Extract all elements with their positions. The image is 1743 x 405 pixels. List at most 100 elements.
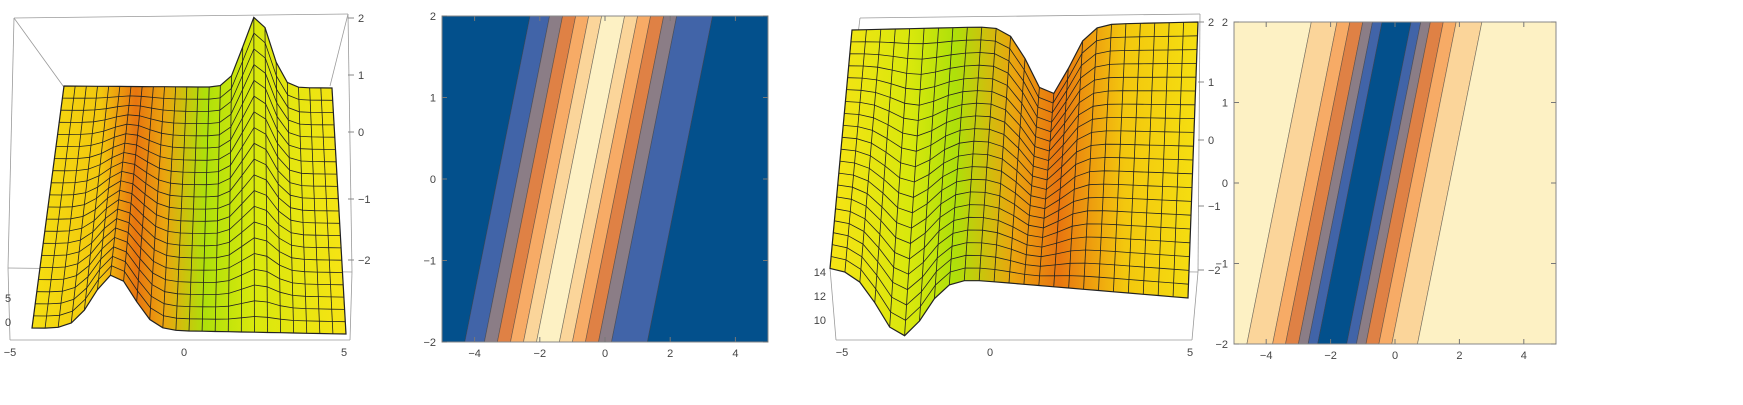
contour-4-band-12 — [1417, 22, 1556, 344]
surface-plot-1: 2 1 0 −1 −2 −5 0 5 0 5 — [4, 13, 371, 359]
contour-4-band-10 — [1378, 22, 1457, 344]
surface-grid-row — [832, 244, 1190, 306]
contour-2-band-9 — [585, 16, 665, 342]
surface-grid-row — [849, 49, 1198, 114]
surface-1-ztick-label: −2 — [358, 255, 371, 267]
contour-4-band-4 — [1298, 22, 1373, 344]
contour-2-xtick-label: 0 — [602, 348, 608, 360]
surface-1-ztick-label: −1 — [358, 194, 371, 206]
surface-3-ztick-label: −2 — [1208, 265, 1221, 277]
contour-4-band-2 — [1272, 22, 1351, 344]
contour-2-ytick-label: 0 — [430, 174, 436, 186]
contour-4-xtick-label: −2 — [1324, 350, 1337, 362]
surface-grid-row — [41, 218, 342, 261]
contour-4-ytick-label: 1 — [1222, 98, 1228, 110]
contour-2-bands — [442, 16, 768, 342]
contour-2-band-5 — [523, 16, 603, 342]
surface-grid-row — [47, 174, 340, 212]
surface-grid-row — [848, 63, 1197, 123]
surface-1-xtick-label: 0 — [181, 347, 187, 359]
surface-3-ztick-label: 2 — [1208, 17, 1214, 29]
contour-4-band-5 — [1307, 22, 1383, 344]
surface-3-ztick-label: −1 — [1208, 201, 1221, 213]
surface-3-ytick-label: 12 — [814, 291, 826, 303]
surface-1-ztick-label: 2 — [358, 13, 364, 25]
contour-4-band-3 — [1285, 22, 1364, 344]
surface-grid-row — [39, 227, 343, 273]
surface-grid-row — [36, 246, 344, 298]
surface-grid-row — [831, 256, 1189, 321]
surface-grid-row — [55, 95, 336, 150]
surface-3-xtick-label: −5 — [836, 347, 849, 359]
contour-2-band-3 — [497, 16, 577, 342]
contour-2-xtick-label: 2 — [667, 348, 673, 360]
contour-2-band-7 — [559, 16, 638, 342]
surface-grid-row — [840, 148, 1194, 190]
surface-grid-row — [38, 236, 344, 286]
contour-4-xtick-label: −4 — [1260, 350, 1273, 362]
surface-grid-row — [838, 172, 1193, 214]
surface-grid-row — [837, 184, 1192, 229]
surface-1-xtick-label: −5 — [4, 347, 17, 359]
surface-grid-row — [60, 48, 334, 113]
surface-grid-row — [59, 63, 335, 126]
surface-3-ztick-label: 1 — [1208, 77, 1214, 89]
surface-1-axis-ticks: 2 1 0 −1 −2 −5 0 5 0 5 — [4, 13, 371, 359]
surface-grid-row — [846, 89, 1196, 142]
contour-2-band-6 — [536, 16, 625, 342]
contour-plot-2: −4 −2 0 2 4 −2 −1 0 1 2 — [423, 11, 769, 360]
contour-4-xtick-label: 0 — [1392, 350, 1398, 362]
contour-4-bands — [1234, 22, 1556, 344]
contour-4-band-0 — [1234, 22, 1312, 344]
contour-4-ytick-label: −2 — [1215, 339, 1228, 351]
surface-3-xtick-label: 5 — [1187, 347, 1193, 359]
contour-2-band-1 — [464, 16, 550, 342]
contour-4-band-7 — [1346, 22, 1422, 344]
surface-grid-row — [844, 113, 1195, 162]
contour-4-ytick-label: 0 — [1222, 178, 1228, 190]
surface-1-ytick-label: 0 — [5, 317, 11, 329]
surface-grid-row — [847, 76, 1196, 133]
surface-grid-row — [43, 208, 342, 249]
surface-grid-row — [52, 127, 337, 175]
surface-1-xtick-label: 5 — [341, 347, 347, 359]
contour-2-xtick-label: −4 — [468, 348, 481, 360]
contour-2-band-8 — [572, 16, 651, 342]
surface-grid-row — [834, 220, 1191, 275]
contour-4-band-1 — [1246, 22, 1338, 344]
contour-2-ytick-label: −2 — [423, 337, 436, 349]
surface-3-gridlines — [830, 22, 1198, 336]
contour-2-band-10 — [598, 16, 678, 342]
contour-2-ytick-label: 1 — [430, 93, 436, 105]
surface-3-ytick-label: 10 — [814, 315, 826, 327]
surface-3-ytick-label: 14 — [814, 267, 826, 279]
surface-grid-row — [51, 142, 338, 187]
surface-grid-row — [839, 160, 1193, 200]
contour-4-xtick-label: 4 — [1521, 350, 1527, 362]
surface-grid-row — [35, 255, 345, 310]
surface-grid-row — [842, 136, 1194, 181]
contour-plot-4: −4 −2 0 2 4 −2 −1 0 1 2 — [1215, 17, 1557, 362]
surface-1-ytick-label: 5 — [5, 293, 11, 305]
surface-1-ztick-label: 1 — [358, 70, 364, 82]
surface-grid-row — [33, 265, 346, 323]
surface-3-ztick-label: 0 — [1208, 135, 1214, 147]
contour-4-band-8 — [1356, 22, 1431, 344]
surface-grid-row — [57, 79, 335, 138]
surface-grid-row — [836, 196, 1192, 244]
surface-3-xtick-label: 0 — [987, 347, 993, 359]
contour-2-xtick-label: 4 — [732, 348, 738, 360]
surface-grid-row — [850, 35, 1198, 104]
contour-4-xtick-label: 2 — [1456, 350, 1462, 362]
contour-2-xtick-label: −2 — [534, 348, 547, 360]
surface-grid-row — [835, 208, 1191, 260]
contour-4-band-9 — [1365, 22, 1444, 344]
surface-grid-row — [845, 101, 1196, 152]
surface-grid-row — [843, 125, 1195, 171]
surface-grid-row — [54, 111, 337, 163]
contour-2-band-2 — [484, 16, 563, 342]
contour-4-band-11 — [1391, 22, 1483, 344]
